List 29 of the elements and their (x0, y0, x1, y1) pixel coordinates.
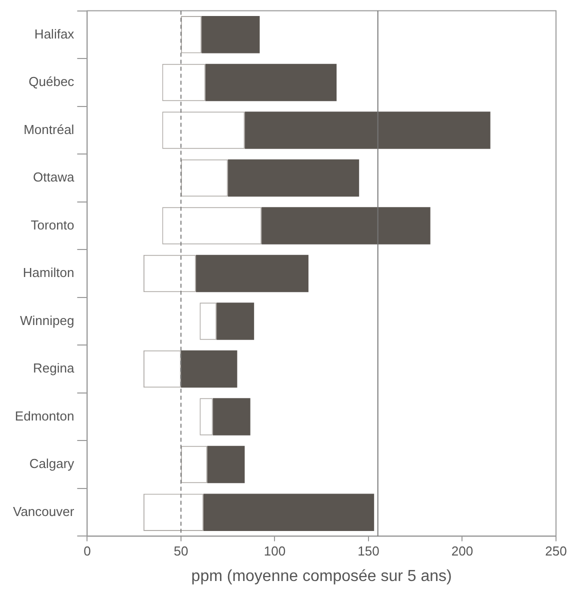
bar (180, 350, 238, 388)
bar (205, 64, 337, 102)
y-tick-label: Ottawa (33, 170, 75, 185)
bar (196, 254, 308, 292)
y-tick-label: Regina (32, 360, 75, 376)
x-tick-label: 200 (451, 544, 474, 559)
bar (203, 494, 374, 531)
bar (262, 207, 430, 244)
bar (216, 302, 254, 340)
bar (202, 16, 260, 54)
x-tick-label: 0 (84, 544, 91, 559)
y-tick-label: Vancouver (13, 504, 75, 519)
y-tick-label: Calgary (29, 456, 75, 472)
x-tick-label: 50 (174, 544, 188, 559)
y-tick-label: Québec (28, 74, 75, 90)
x-tick-label: 250 (545, 544, 567, 559)
y-tick-label: Edmonton (14, 408, 74, 424)
y-tick-label: Halifax (34, 26, 75, 42)
y-tick-label: Winnipeg (20, 312, 74, 328)
bar (212, 398, 250, 436)
bar (244, 112, 490, 149)
y-tick-label: Montréal (24, 122, 74, 137)
x-axis-title: ppm (moyenne composée sur 5 ans) (191, 568, 452, 585)
x-tick-label: 150 (358, 544, 380, 559)
bar (228, 159, 360, 197)
bar (207, 446, 245, 484)
y-tick-label: Toronto (30, 217, 74, 232)
y-tick-label: Hamilton (22, 265, 74, 280)
x-tick-label: 100 (264, 544, 286, 559)
